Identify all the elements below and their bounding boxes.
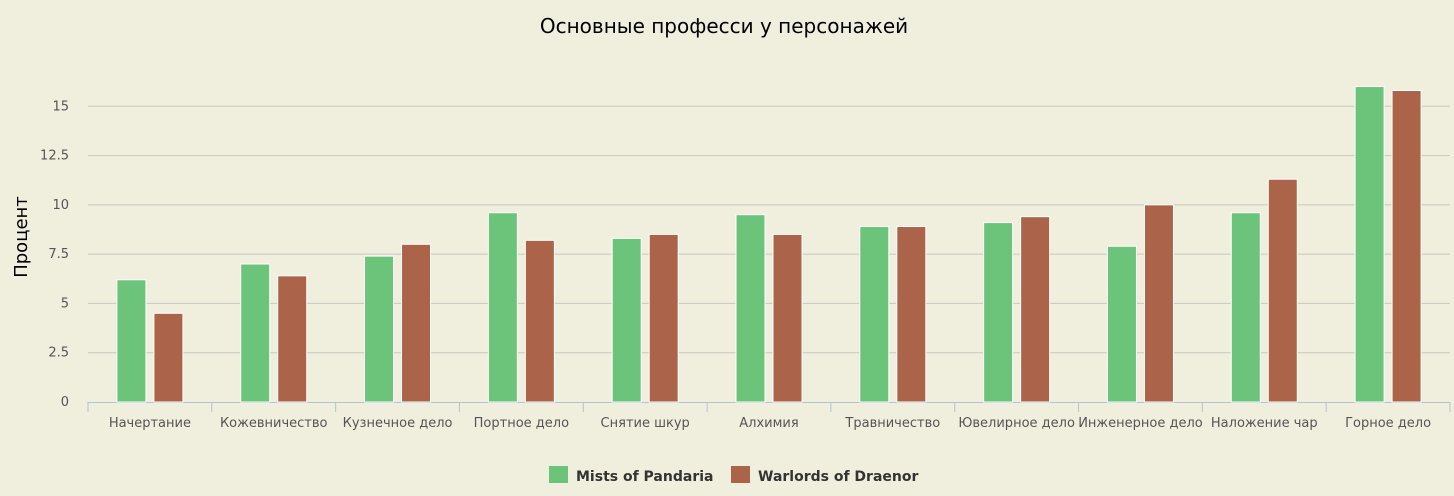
bar-warlords-of-draenor[interactable] — [401, 243, 432, 403]
bar-warlords-of-draenor[interactable] — [1267, 178, 1298, 403]
x-tick-label: Ювелирное дело — [958, 416, 1075, 431]
bar-mists-of-pandaria[interactable] — [1230, 212, 1261, 403]
x-tick-label: Алхимия — [739, 416, 798, 431]
y-tick-label: 2.5 — [48, 346, 69, 361]
bar-mists-of-pandaria[interactable] — [735, 214, 766, 403]
x-tick-labels: Начертание Кожевничество Кузнечное дело Пор… — [87, 402, 1451, 431]
bar-mists-of-pandaria[interactable] — [1106, 245, 1137, 403]
y-tick-label: 12.5 — [40, 149, 69, 164]
legend-label: Warlords of Draenor — [758, 469, 918, 485]
x-tick-label: Наложение чар — [1211, 416, 1318, 431]
bar-mists-of-pandaria[interactable] — [487, 212, 518, 403]
bar-warlords-of-draenor[interactable] — [1391, 90, 1422, 403]
bar-warlords-of-draenor[interactable] — [896, 226, 927, 403]
bar-mists-of-pandaria[interactable] — [364, 255, 395, 403]
legend-swatch — [731, 466, 750, 483]
x-tick-label: Инженерное дело — [1078, 416, 1203, 431]
y-tick-label: 10 — [52, 198, 69, 213]
x-tick-label: Начертание — [109, 416, 191, 431]
y-tick-labels: 0 2.5 5 7.5 10 12.5 15 — [40, 99, 69, 410]
x-tick-label: Кузнечное дело — [343, 416, 453, 431]
bar-warlords-of-draenor[interactable] — [277, 275, 308, 403]
bar-mists-of-pandaria[interactable] — [611, 237, 642, 403]
x-tick-label: Горное дело — [1345, 416, 1431, 431]
x-tick-label: Снятие шкур — [601, 416, 690, 431]
bar-warlords-of-draenor[interactable] — [524, 239, 555, 403]
bar-mists-of-pandaria[interactable] — [983, 222, 1014, 403]
x-tick-label: Кожевничество — [220, 416, 328, 431]
legend-item-mists-of-pandaria[interactable]: Mists of Pandaria — [549, 466, 713, 485]
x-tick-label: Травничество — [844, 416, 940, 431]
legend-swatch — [549, 466, 568, 483]
y-axis-label: Процент — [11, 196, 32, 278]
legend-item-warlords-of-draenor[interactable]: Warlords of Draenor — [731, 466, 918, 485]
bar-warlords-of-draenor[interactable] — [1020, 216, 1051, 403]
legend-label: Mists of Pandaria — [576, 469, 713, 485]
bar-warlords-of-draenor[interactable] — [648, 233, 679, 403]
bar-mists-of-pandaria[interactable] — [116, 279, 147, 403]
bar-warlords-of-draenor[interactable] — [1143, 204, 1174, 403]
bar-mists-of-pandaria[interactable] — [1354, 86, 1385, 403]
y-tick-label: 7.5 — [48, 247, 69, 262]
y-tick-label: 5 — [61, 296, 69, 311]
grid-lines — [88, 105, 1450, 403]
bar-mists-of-pandaria[interactable] — [240, 263, 271, 403]
x-tick-label: Портное дело — [474, 416, 569, 431]
bars — [116, 86, 1422, 403]
chart-title: Основные професси у персонажей — [540, 14, 908, 38]
legend[interactable]: Mists of Pandaria Warlords of Draenor — [549, 466, 918, 485]
bar-warlords-of-draenor[interactable] — [772, 233, 803, 403]
bar-mists-of-pandaria[interactable] — [859, 226, 890, 403]
y-tick-label: 15 — [52, 99, 69, 114]
y-tick-label: 0 — [61, 395, 69, 410]
bar-warlords-of-draenor[interactable] — [153, 312, 184, 403]
